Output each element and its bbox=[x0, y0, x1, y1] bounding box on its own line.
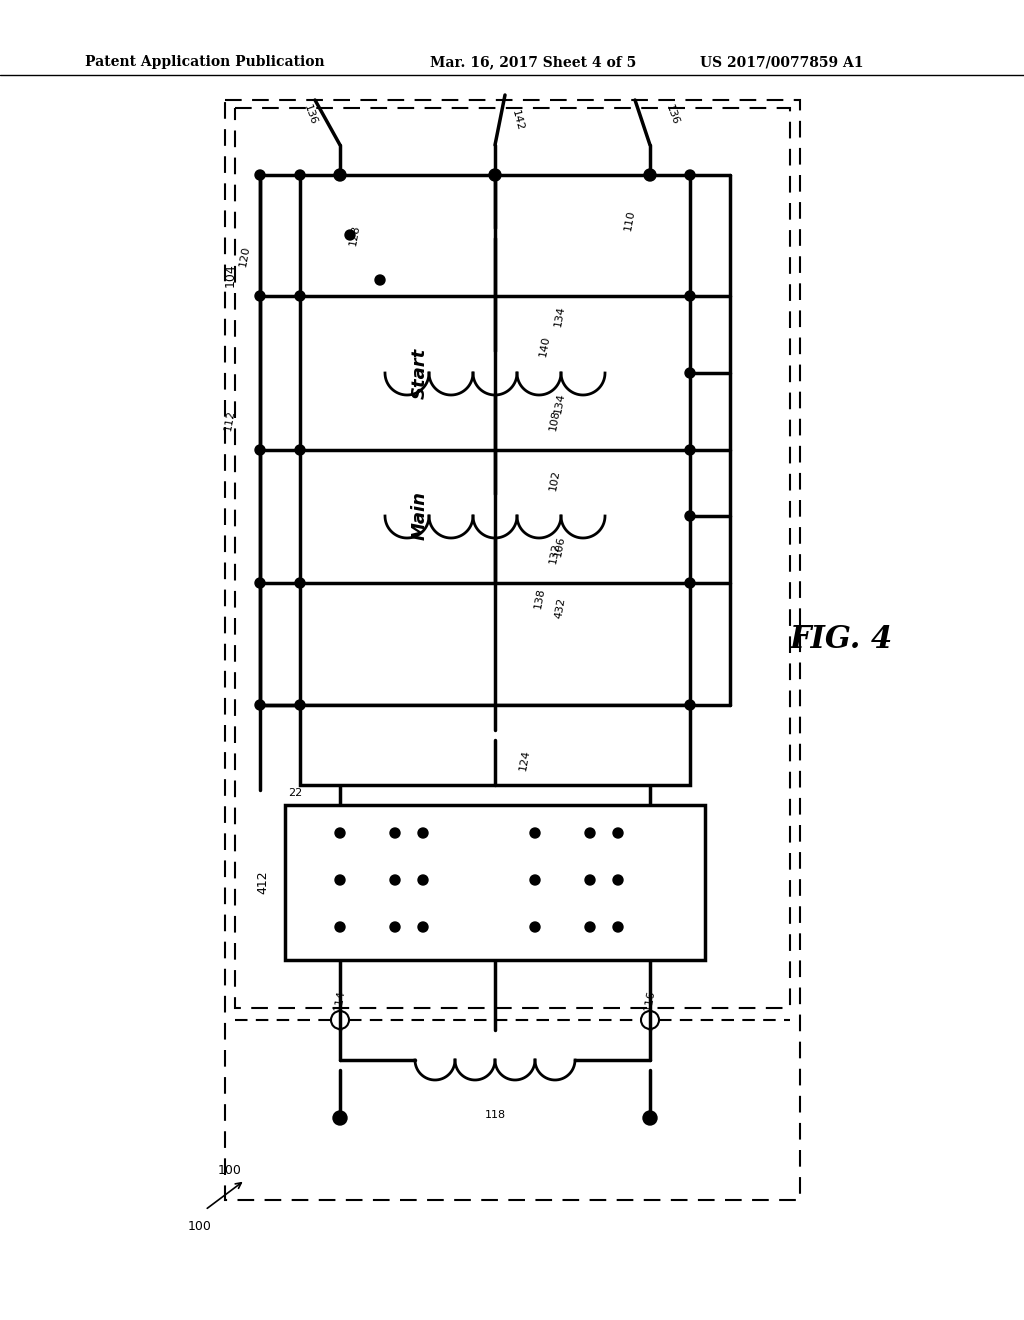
Text: 22: 22 bbox=[288, 788, 302, 799]
Circle shape bbox=[585, 875, 595, 884]
Circle shape bbox=[255, 290, 265, 301]
Circle shape bbox=[255, 445, 265, 455]
Circle shape bbox=[295, 170, 305, 180]
Text: US 2017/0077859 A1: US 2017/0077859 A1 bbox=[700, 55, 863, 69]
Circle shape bbox=[335, 921, 345, 932]
Circle shape bbox=[489, 169, 501, 181]
Text: Patent Application Publication: Patent Application Publication bbox=[85, 55, 325, 69]
Text: 134: 134 bbox=[553, 305, 566, 327]
Circle shape bbox=[255, 170, 265, 180]
Text: 140: 140 bbox=[539, 335, 552, 358]
Circle shape bbox=[295, 290, 305, 301]
Circle shape bbox=[685, 290, 695, 301]
Circle shape bbox=[685, 445, 695, 455]
Circle shape bbox=[418, 875, 428, 884]
Circle shape bbox=[613, 921, 623, 932]
Circle shape bbox=[644, 169, 656, 181]
Circle shape bbox=[685, 700, 695, 710]
Bar bbox=[300, 705, 690, 785]
Bar bbox=[285, 805, 705, 960]
Circle shape bbox=[585, 828, 595, 838]
Circle shape bbox=[530, 828, 540, 838]
Text: 138: 138 bbox=[534, 586, 547, 610]
Circle shape bbox=[585, 921, 595, 932]
Text: 112: 112 bbox=[223, 409, 237, 432]
Text: 104: 104 bbox=[223, 263, 237, 286]
Text: 142: 142 bbox=[509, 108, 524, 132]
Circle shape bbox=[335, 875, 345, 884]
Circle shape bbox=[613, 875, 623, 884]
Circle shape bbox=[295, 578, 305, 587]
Circle shape bbox=[685, 578, 695, 587]
Text: 136: 136 bbox=[302, 103, 318, 127]
Circle shape bbox=[685, 170, 695, 180]
Circle shape bbox=[295, 700, 305, 710]
Circle shape bbox=[255, 578, 265, 587]
Circle shape bbox=[685, 368, 695, 378]
Text: 412: 412 bbox=[256, 870, 269, 894]
Text: 102: 102 bbox=[548, 469, 562, 491]
Text: 118: 118 bbox=[484, 1110, 506, 1119]
Circle shape bbox=[418, 921, 428, 932]
Circle shape bbox=[335, 828, 345, 838]
Text: 120: 120 bbox=[239, 244, 252, 267]
Circle shape bbox=[530, 921, 540, 932]
Text: Mar. 16, 2017 Sheet 4 of 5: Mar. 16, 2017 Sheet 4 of 5 bbox=[430, 55, 636, 69]
Circle shape bbox=[295, 445, 305, 455]
Text: Main: Main bbox=[411, 491, 429, 540]
Text: 114: 114 bbox=[333, 989, 347, 1011]
Text: 106: 106 bbox=[553, 535, 566, 557]
Text: 134: 134 bbox=[553, 392, 566, 414]
Text: 100: 100 bbox=[218, 1163, 242, 1176]
Circle shape bbox=[345, 230, 355, 240]
Bar bbox=[225, 100, 800, 1200]
Text: FIG. 4: FIG. 4 bbox=[790, 624, 893, 656]
Circle shape bbox=[685, 511, 695, 521]
Circle shape bbox=[255, 700, 265, 710]
Text: Start: Start bbox=[411, 347, 429, 399]
Text: 100: 100 bbox=[188, 1220, 212, 1233]
Bar bbox=[300, 176, 690, 705]
Text: 432: 432 bbox=[553, 597, 566, 619]
Circle shape bbox=[643, 1111, 657, 1125]
Text: 110: 110 bbox=[624, 209, 637, 231]
Bar bbox=[234, 108, 790, 1008]
Circle shape bbox=[375, 275, 385, 285]
Circle shape bbox=[390, 921, 400, 932]
Text: 108: 108 bbox=[548, 409, 562, 432]
Circle shape bbox=[334, 169, 346, 181]
Text: 116: 116 bbox=[643, 989, 656, 1011]
Text: 128: 128 bbox=[348, 223, 361, 247]
Text: 124: 124 bbox=[518, 748, 531, 771]
Circle shape bbox=[333, 1111, 347, 1125]
Circle shape bbox=[418, 828, 428, 838]
Text: 132: 132 bbox=[548, 541, 562, 564]
Circle shape bbox=[390, 875, 400, 884]
Circle shape bbox=[530, 875, 540, 884]
Text: 136: 136 bbox=[664, 103, 680, 127]
Circle shape bbox=[613, 828, 623, 838]
Circle shape bbox=[390, 828, 400, 838]
